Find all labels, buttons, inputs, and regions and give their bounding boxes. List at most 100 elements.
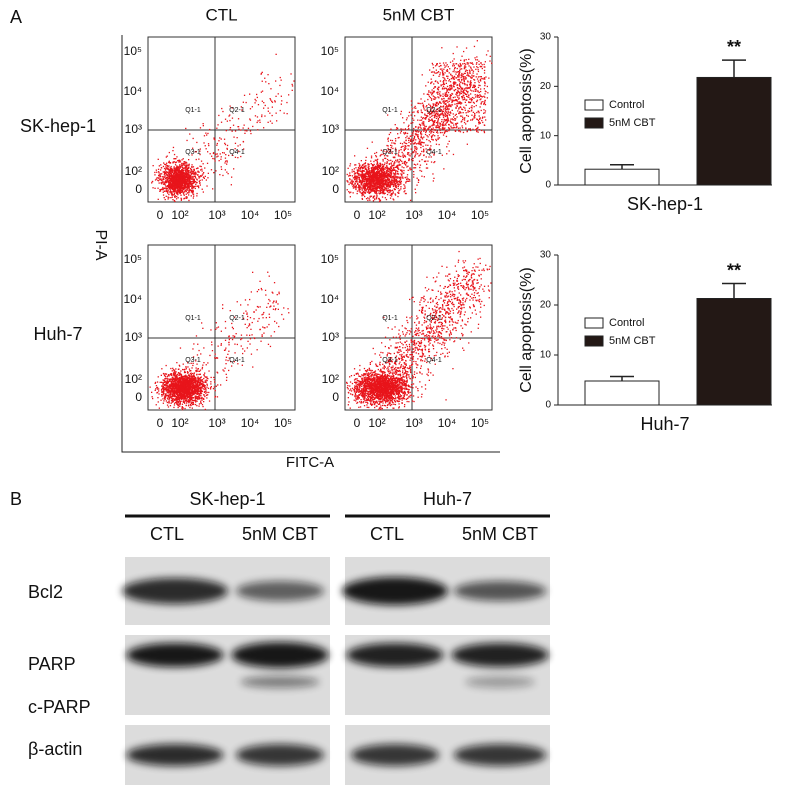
- event-dot: [460, 115, 461, 116]
- event-dot: [219, 174, 220, 175]
- event-dot: [240, 156, 241, 157]
- event-dot: [165, 187, 166, 188]
- event-dot: [158, 199, 159, 200]
- event-dot: [436, 64, 437, 65]
- event-dot: [410, 169, 411, 170]
- event-dot: [425, 161, 426, 162]
- event-dot: [375, 193, 376, 194]
- event-dot: [353, 185, 354, 186]
- event-dot: [401, 131, 402, 132]
- event-dot: [167, 193, 168, 194]
- event-dot: [206, 397, 207, 398]
- event-dot: [426, 131, 427, 132]
- event-dot: [460, 69, 461, 70]
- event-dot: [402, 155, 403, 156]
- x-tick-label: 0: [157, 208, 164, 222]
- event-dot: [183, 177, 184, 178]
- event-dot: [367, 200, 368, 201]
- event-dot: [444, 67, 445, 68]
- event-dot: [258, 104, 259, 105]
- event-dot: [179, 191, 180, 192]
- event-dot: [459, 103, 460, 104]
- event-dot: [475, 59, 476, 60]
- event-dot: [464, 122, 465, 123]
- event-dot: [386, 189, 387, 190]
- event-dot: [357, 193, 358, 194]
- event-dot: [362, 185, 363, 186]
- event-dot: [454, 65, 455, 66]
- event-dot: [443, 168, 444, 169]
- event-dot: [244, 95, 245, 96]
- event-dot: [180, 176, 181, 177]
- event-dot: [374, 190, 375, 191]
- event-dot: [405, 133, 406, 134]
- event-dot: [237, 145, 238, 146]
- event-dot: [413, 131, 414, 132]
- event-dot: [191, 190, 192, 191]
- y-tick-label: 10²: [125, 164, 142, 178]
- event-dot: [467, 112, 468, 113]
- event-dot: [452, 77, 453, 78]
- event-dot: [472, 69, 473, 70]
- event-dot: [396, 182, 397, 183]
- event-dot: [248, 128, 249, 129]
- event-dot: [393, 182, 394, 183]
- event-dot: [388, 192, 389, 193]
- event-dot: [168, 187, 169, 188]
- event-dot: [227, 145, 228, 146]
- event-dot: [462, 89, 463, 90]
- event-dot: [233, 125, 234, 126]
- event-dot: [423, 117, 424, 118]
- event-dot: [180, 188, 181, 189]
- event-dot: [176, 172, 177, 173]
- event-dot: [463, 74, 464, 75]
- event-dot: [440, 72, 441, 73]
- event-dot: [182, 190, 183, 191]
- event-dot: [352, 171, 353, 172]
- event-dot: [398, 186, 399, 187]
- event-dot: [474, 117, 475, 118]
- event-dot: [190, 172, 191, 173]
- event-dot: [477, 96, 478, 97]
- event-dot: [226, 172, 227, 173]
- event-dot: [400, 113, 401, 114]
- event-dot: [478, 61, 479, 62]
- event-dot: [398, 137, 399, 138]
- event-dot: [174, 183, 175, 184]
- event-dot: [471, 63, 472, 64]
- event-dot: [378, 171, 379, 172]
- event-dot: [196, 159, 197, 160]
- column-label: 5nM CBT: [383, 5, 455, 24]
- event-dot: [213, 152, 214, 153]
- event-dot: [462, 119, 463, 120]
- event-dot: [441, 121, 442, 122]
- x-axis-label: FITC-A: [286, 454, 334, 471]
- event-dot: [366, 184, 367, 185]
- event-dot: [376, 193, 377, 194]
- event-dot: [184, 169, 185, 170]
- event-dot: [354, 168, 355, 169]
- event-dot: [174, 194, 175, 195]
- event-dot: [448, 111, 449, 112]
- event-dot: [382, 184, 383, 185]
- event-dot: [393, 142, 394, 143]
- event-dot: [417, 120, 418, 121]
- event-dot: [465, 66, 466, 67]
- event-dot: [422, 112, 423, 113]
- event-dot: [467, 70, 468, 71]
- event-dot: [451, 75, 452, 76]
- event-dot: [379, 175, 380, 176]
- event-dot: [221, 122, 222, 123]
- event-dot: [456, 95, 457, 96]
- event-dot: [244, 125, 245, 126]
- event-dot: [397, 196, 398, 197]
- event-dot: [207, 133, 208, 134]
- event-dot: [484, 93, 485, 94]
- event-dot: [467, 74, 468, 75]
- event-dot: [168, 169, 169, 170]
- event-dot: [270, 99, 271, 100]
- event-dot: [163, 194, 164, 195]
- event-dot: [439, 91, 440, 92]
- event-dot: [472, 119, 473, 120]
- event-dot: [488, 78, 489, 79]
